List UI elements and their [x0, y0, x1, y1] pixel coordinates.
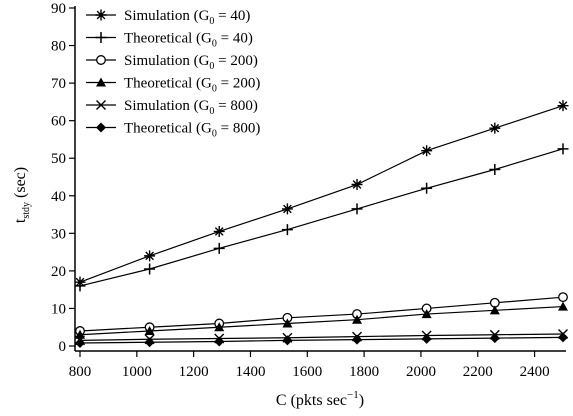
data-point — [74, 280, 86, 292]
y-tick-label: 70 — [51, 76, 66, 92]
series-line — [79, 105, 564, 283]
y-tick-label: 80 — [51, 39, 66, 55]
legend-entry: Theoretical (G0 = 800) — [86, 121, 260, 140]
legend-label: Theoretical (G0 = 40) — [124, 31, 253, 50]
x-tick-label: 2000 — [406, 364, 436, 380]
y-axis-ticks: 0 10 20 30 40 50 60 70 80 90 — [51, 1, 75, 355]
data-point — [96, 55, 106, 65]
data-point — [557, 100, 569, 112]
data-point — [489, 333, 500, 344]
data-point — [421, 333, 432, 344]
series-line — [79, 148, 564, 287]
series-layer — [74, 100, 569, 348]
series-line — [79, 296, 564, 332]
data-point — [96, 100, 106, 110]
data-point — [214, 322, 225, 332]
data-point — [144, 337, 155, 348]
y-tick-label: 30 — [51, 226, 66, 242]
legend-label: Simulation (G0 = 200) — [124, 53, 258, 72]
data-point — [558, 301, 568, 311]
legend-entry: Theoretical (G0 = 40) — [86, 31, 253, 50]
series-4 — [75, 301, 568, 339]
data-point — [75, 337, 85, 348]
data-point — [96, 77, 106, 87]
legend-label: Simulation (G0 = 800) — [124, 98, 258, 117]
x-axis-ticks: 800 1000 1200 1400 1600 1800 2000 2200 2400 — [69, 351, 550, 380]
data-point — [489, 122, 501, 134]
data-point — [95, 9, 107, 21]
y-tick-label: 10 — [51, 301, 66, 317]
series-3 — [75, 292, 568, 336]
legend-entry: Simulation (G0 = 40) — [86, 8, 250, 27]
data-point — [95, 32, 107, 43]
data-point — [489, 163, 501, 175]
data-point — [351, 203, 363, 215]
x-tick-label: 1000 — [122, 364, 152, 380]
data-point — [213, 242, 225, 254]
x-axis-title-close: ) — [359, 392, 364, 409]
data-point — [421, 309, 432, 319]
y-axis-title: tstdy (sec) — [12, 167, 32, 223]
y-tick-label: 90 — [51, 1, 66, 17]
legend-label: Theoretical (G0 = 800) — [124, 121, 260, 140]
data-point — [489, 305, 500, 315]
legend: Simulation (G0 = 40) Theoretical (G0 = 40… — [86, 8, 260, 140]
legend-entry: Simulation (G0 = 200) — [86, 53, 258, 72]
x-tick-label: 1400 — [235, 364, 265, 380]
series-2 — [74, 143, 569, 292]
data-point — [144, 250, 156, 262]
x-tick-label: 1800 — [349, 364, 379, 380]
y-tick-label: 20 — [51, 264, 66, 280]
data-point — [352, 334, 363, 345]
data-point — [352, 314, 363, 324]
legend-entry: Simulation (G0 = 800) — [86, 98, 258, 117]
data-point — [281, 224, 293, 236]
data-point — [214, 336, 225, 347]
series-line — [79, 333, 564, 341]
series-line — [79, 336, 564, 344]
axes — [74, 6, 566, 352]
data-point — [213, 225, 225, 237]
x-tick-label: 2400 — [520, 364, 550, 380]
y-tick-label: 0 — [59, 339, 67, 355]
legend-entry: Theoretical (G0 = 200) — [86, 76, 260, 95]
series-line — [79, 305, 564, 336]
x-tick-label: 1600 — [292, 364, 322, 380]
data-point — [281, 203, 293, 215]
data-point — [144, 325, 155, 335]
data-point — [557, 143, 569, 155]
data-point — [421, 145, 433, 157]
legend-label: Theoretical (G0 = 200) — [124, 76, 260, 95]
legend-label: Simulation (G0 = 40) — [124, 8, 250, 27]
data-point — [282, 318, 293, 328]
data-point — [558, 332, 568, 343]
x-axis-title-sup: −1 — [347, 389, 359, 401]
y-tick-label: 40 — [51, 189, 66, 205]
y-axis-title-sub: stdy — [21, 202, 32, 219]
data-point — [421, 182, 433, 194]
x-tick-label: 2200 — [463, 364, 493, 380]
data-point — [282, 335, 293, 346]
series-6 — [75, 332, 568, 348]
data-point — [96, 122, 106, 133]
data-point — [75, 329, 85, 339]
x-tick-label: 800 — [69, 364, 92, 380]
data-point — [351, 179, 363, 191]
data-point — [558, 292, 568, 303]
y-tick-label: 50 — [51, 151, 66, 167]
y-tick-label: 60 — [51, 114, 66, 130]
x-tick-label: 1200 — [179, 364, 209, 380]
data-point — [144, 263, 156, 275]
y-axis-title-unit: (sec) — [12, 167, 29, 202]
x-axis-title: C (pkts sec−1) — [276, 389, 364, 409]
